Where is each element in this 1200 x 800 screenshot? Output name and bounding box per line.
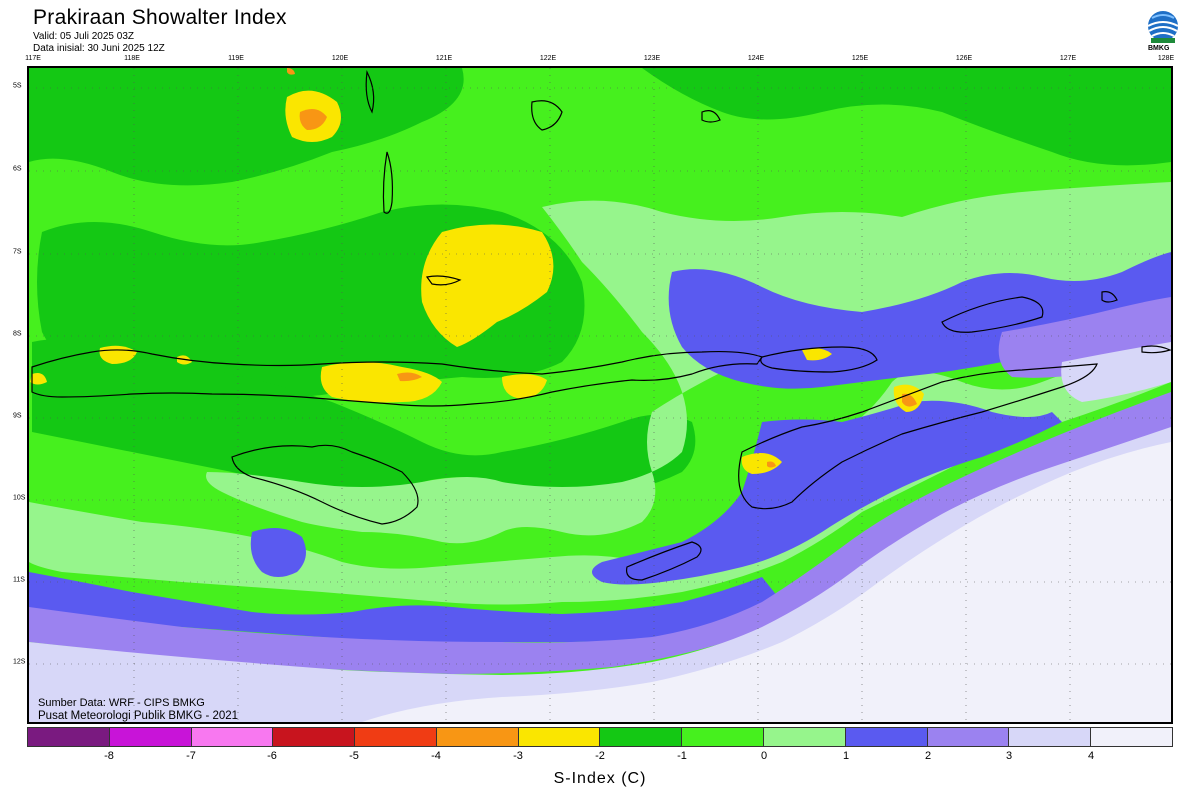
lon-label: 119E	[228, 55, 244, 62]
lat-label: 12S	[13, 658, 26, 666]
colorbar-tick: -5	[349, 750, 359, 762]
lat-label: 10S	[13, 494, 26, 502]
colorbar-segment	[355, 728, 437, 746]
field-band-1-to-2	[29, 252, 1171, 642]
colorbar-tick: 3	[1005, 750, 1013, 762]
lon-label: 121E	[435, 55, 453, 62]
lon-label: 128E	[1157, 55, 1175, 62]
showalter-index-map[interactable]	[27, 66, 1173, 724]
lon-label: 120E	[331, 55, 349, 62]
logo-label: BMKG	[1148, 45, 1170, 52]
colorbar-segment	[518, 728, 601, 746]
colorbar-tick: 2	[924, 750, 932, 762]
valid-time: Valid: 05 Juli 2025 03Z	[33, 31, 134, 42]
colorbar-segment	[600, 728, 683, 746]
colorbar-tick: -1	[677, 750, 687, 762]
colorbar-segment	[191, 728, 274, 746]
colorbar-segment	[1091, 728, 1172, 746]
colorbar-tick: 1	[842, 750, 850, 762]
lon-label: 117E	[25, 55, 41, 62]
colorbar-tick: -4	[431, 750, 441, 762]
lat-label: 9S	[13, 412, 22, 420]
lon-label: 123E	[643, 55, 661, 62]
colorbar-segment	[682, 728, 765, 746]
field-band-0-to-1	[29, 182, 1171, 605]
colorbar-segment	[845, 728, 928, 746]
colorbar-segment	[436, 728, 519, 746]
colorbar-tick: -2	[595, 750, 605, 762]
initial-time: Data inisial: 30 Juni 2025 12Z	[33, 43, 165, 54]
field-band-minus1-to-minus2	[29, 68, 1171, 494]
colorbar-tick: 0	[760, 750, 768, 762]
colorbar	[27, 727, 1173, 747]
colorbar-tick: -7	[186, 750, 196, 762]
bmkg-logo-icon	[1147, 11, 1179, 43]
colorbar-segment	[927, 728, 1010, 746]
colorbar-segment	[28, 728, 110, 746]
coastlines	[31, 69, 1171, 581]
lon-label: 122E	[539, 55, 557, 62]
colorbar-tick: -3	[513, 750, 523, 762]
colorbar-tick: -8	[104, 750, 114, 762]
map-title: Prakiraan Showalter Index	[33, 6, 287, 29]
field-band-minus3-to-minus4	[287, 68, 917, 468]
lon-label: 125E	[851, 55, 869, 62]
lon-label: 118E	[124, 55, 140, 62]
colorbar-label: S-Index (C)	[553, 770, 647, 787]
colorbar-tick: -6	[267, 750, 277, 762]
data-source-text: Sumber Data: WRF - CIPS BMKG	[38, 697, 205, 709]
colorbar-tick: 4	[1087, 750, 1095, 762]
lat-label: 5S	[13, 82, 22, 90]
lat-label: 7S	[13, 248, 22, 256]
field-band-minus2-to-minus3	[30, 90, 924, 474]
lon-label: 124E	[747, 55, 765, 62]
colorbar-segment	[1009, 728, 1092, 746]
colorbar-segment	[273, 728, 356, 746]
lon-label: 126E	[955, 55, 973, 62]
lat-label: 11S	[13, 576, 25, 584]
lat-label: 8S	[13, 330, 22, 338]
lon-label: 127E	[1059, 55, 1077, 62]
colorbar-segment	[764, 728, 846, 746]
colorbar-segment	[109, 728, 192, 746]
field-band-above-4	[362, 442, 1171, 722]
lat-label: 6S	[13, 165, 22, 173]
producer-text: Pusat Meteorologi Publik BMKG - 2021	[38, 710, 239, 722]
